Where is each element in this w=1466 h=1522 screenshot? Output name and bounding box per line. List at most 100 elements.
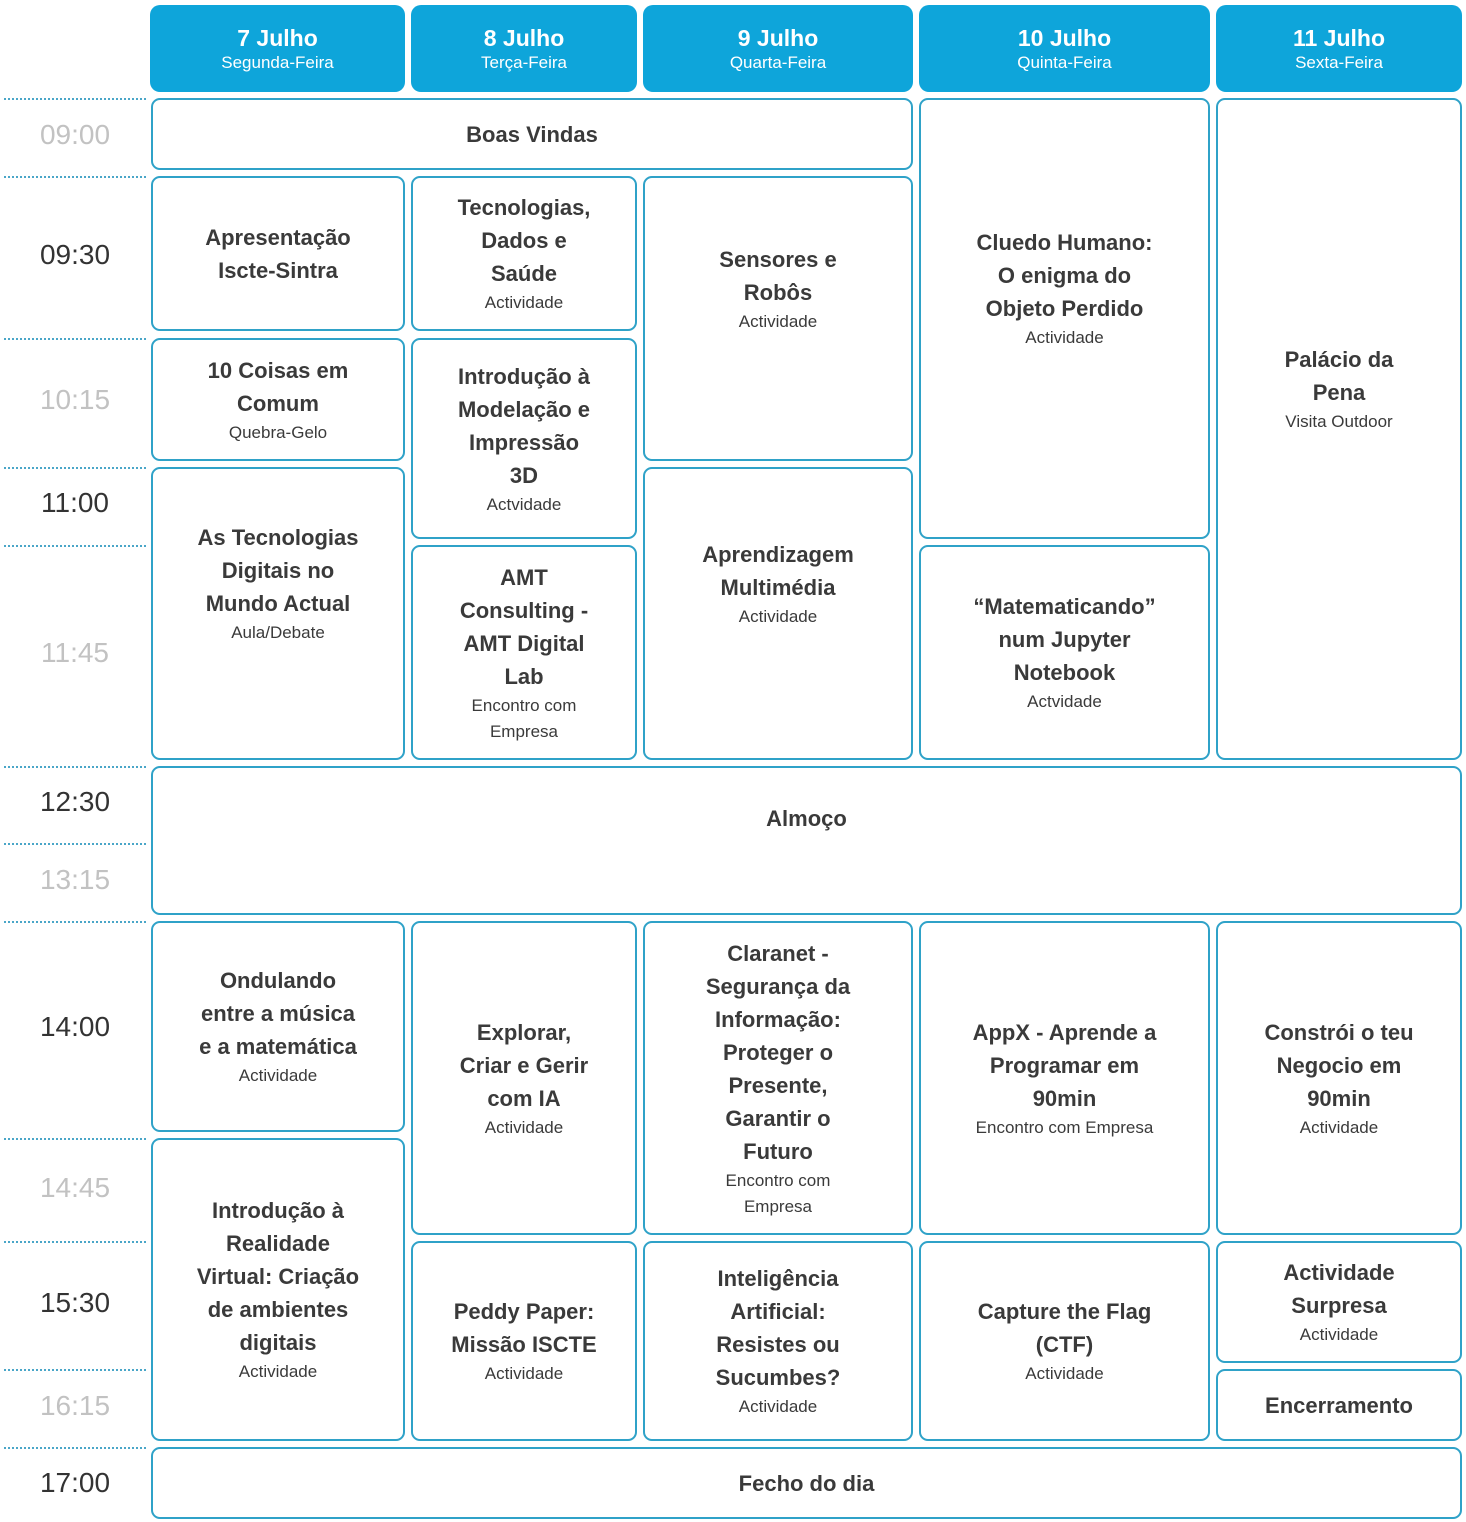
day-weekday: Segunda-Feira [221, 52, 334, 72]
session-title: Capture the Flag (CTF) [977, 1299, 1152, 1357]
session-title: Sensores e Robôs [719, 246, 837, 305]
session-title: Constrói o teu Negocio em 90min [1264, 1019, 1414, 1111]
session-cell[interactable]: Aprendizagem Multimédia Actividade [643, 467, 913, 760]
session-title: Explorar, Criar e Gerir com IA [459, 1019, 589, 1111]
session-cell[interactable]: Apresentação Iscte-Sintra [151, 176, 405, 331]
session-cell[interactable]: Sensores e Robôs Actividade [643, 176, 913, 461]
session-title: Apresentação Iscte-Sintra [205, 224, 351, 283]
session-title: “Matematicando” num Jupyter Notebook [973, 594, 1156, 685]
session-cell[interactable]: Fecho do dia [151, 1447, 1462, 1519]
session-type: Encontro com Empresa [975, 1117, 1154, 1137]
session-cell[interactable]: Cluedo Humano: O enigma do Objeto Perdid… [919, 98, 1210, 539]
time-divider [4, 1447, 146, 1449]
session-title: Aprendizagem Multimédia [702, 541, 854, 600]
session-cell[interactable]: Explorar, Criar e Gerir com IA Actividade [411, 921, 637, 1235]
time-label: 13:15 [39, 864, 111, 895]
day-date: 11 Julho [1292, 24, 1386, 51]
session-title: Boas Vindas [466, 121, 598, 147]
session-type: Aula/Debate [231, 623, 325, 642]
session-cell[interactable]: Claranet - Segurança da Informação: Prot… [643, 921, 913, 1235]
session-cell[interactable]: AppX - Aprende a Programar em 90min Encon… [919, 921, 1210, 1235]
time-label: 17:00 [39, 1467, 111, 1498]
session-cell[interactable]: Palácio da Pena Visita Outdoor [1216, 98, 1462, 760]
day-date: 10 Julho [1017, 24, 1112, 51]
session-title: 10 Coisas em Comum [207, 357, 349, 416]
session-type: Visita Outdoor [1285, 412, 1393, 431]
session-title: Encerramento [1265, 1392, 1413, 1418]
time-divider [4, 843, 146, 845]
time-label: 14:00 [39, 1011, 111, 1042]
time-label: 09:30 [39, 239, 111, 270]
session-title: AMT Consulting - AMT Digital Lab [459, 564, 589, 689]
day-weekday: Quarta-Feira [729, 52, 827, 72]
session-type: Actividade [1025, 1364, 1104, 1383]
session-cell[interactable]: Almoço [151, 766, 1462, 915]
day-weekday: Sexta-Feira [1295, 52, 1383, 72]
time-divider [4, 98, 146, 100]
time-label: 14:45 [39, 1172, 111, 1203]
session-title: Palácio da Pena [1284, 347, 1394, 405]
session-title: Ondulando entre a música e a matemática [199, 968, 357, 1059]
time-divider [4, 545, 146, 547]
day-weekday: Quinta-Feira [1017, 52, 1112, 72]
session-title: As Tecnologias Digitais no Mundo Actual [197, 525, 359, 616]
session-cell[interactable]: Capture the Flag (CTF) Actividade [919, 1241, 1210, 1441]
session-cell[interactable]: As Tecnologias Digitais no Mundo Actual A… [151, 467, 405, 760]
session-type: Actvidade [486, 494, 562, 514]
time-divider [4, 1241, 146, 1243]
time-divider [4, 338, 146, 340]
time-label: 12:30 [39, 786, 111, 817]
session-title: Tecnologias, Dados e Saúde [457, 195, 591, 286]
session-cell[interactable]: Boas Vindas [151, 98, 913, 170]
day-header: 9 Julho Quarta-Feira [643, 5, 913, 92]
session-type: Actvidade [1027, 692, 1102, 711]
session-title: Fecho do dia [738, 1470, 875, 1496]
session-cell[interactable]: Introdução à Modelação e Impressão 3D Act… [411, 338, 637, 539]
day-date: 9 Julho [737, 24, 819, 51]
time-divider [4, 467, 146, 469]
session-cell[interactable]: 10 Coisas em Comum Quebra-Gelo [151, 338, 405, 461]
day-header: 11 Julho Sexta-Feira [1216, 5, 1462, 92]
day-header: 10 Julho Quinta-Feira [919, 5, 1210, 92]
session-cell[interactable]: Inteligência Artificial: Resistes ou Suc… [643, 1241, 913, 1441]
session-cell[interactable]: “Matematicando” num Jupyter Notebook Actv… [919, 545, 1210, 760]
day-header: 8 Julho Terça-Feira [411, 5, 637, 92]
time-divider [4, 766, 146, 768]
session-type: Actividade [238, 1362, 318, 1381]
session-type: Actividade [1299, 1117, 1379, 1137]
time-divider [4, 1369, 146, 1371]
time-divider [4, 1138, 146, 1140]
session-type: Quebra-Gelo [228, 422, 328, 442]
session-type: Actividade [484, 1117, 564, 1137]
session-cell[interactable]: Actividade Surpresa Actividade [1216, 1241, 1462, 1363]
session-title: Cluedo Humano: O enigma do Objeto Perdid… [976, 230, 1153, 321]
session-title: AppX - Aprende a Programar em 90min [972, 1019, 1157, 1111]
session-cell[interactable]: AMT Consulting - AMT Digital Lab Encontro… [411, 545, 637, 760]
day-date: 7 Julho [237, 24, 318, 51]
session-cell[interactable]: Tecnologias, Dados e Saúde Actividade [411, 176, 637, 331]
session-cell[interactable]: Encerramento [1216, 1369, 1462, 1441]
day-header: 7 Julho Segunda-Feira [150, 5, 405, 92]
session-cell[interactable]: Peddy Paper: Missão ISCTE Actividade [411, 1241, 637, 1441]
session-title: Introdução à Modelação e Impressão 3D [457, 363, 591, 488]
time-label: 10:15 [39, 384, 111, 415]
time-label: 15:30 [39, 1287, 111, 1318]
time-divider [4, 921, 146, 923]
session-cell[interactable]: Introdução à Realidade Virtual: Criação … [151, 1138, 405, 1441]
time-label: 11:00 [41, 487, 109, 518]
session-type: Encontro com Empresa [471, 695, 577, 741]
session-title: Peddy Paper: Missão ISCTE [451, 1299, 597, 1357]
session-cell[interactable]: Ondulando entre a música e a matemática A… [151, 921, 405, 1132]
session-type: Actividade [238, 1066, 318, 1085]
session-title: Actividade Surpresa [1283, 1260, 1395, 1318]
session-type: Encontro com Empresa [725, 1170, 831, 1216]
time-label: 09:00 [39, 119, 111, 150]
day-date: 8 Julho [483, 24, 565, 51]
session-type: Actividade [484, 1364, 564, 1383]
day-weekday: Terça-Feira [481, 52, 567, 72]
time-label: 11:45 [41, 637, 109, 668]
session-cell[interactable]: Constrói o teu Negocio em 90min Actividad… [1216, 921, 1462, 1235]
session-type: Actividade [1025, 328, 1104, 347]
session-title: Claranet - Segurança da Informação: Prot… [705, 940, 851, 1164]
time-label: 16:15 [39, 1390, 111, 1421]
